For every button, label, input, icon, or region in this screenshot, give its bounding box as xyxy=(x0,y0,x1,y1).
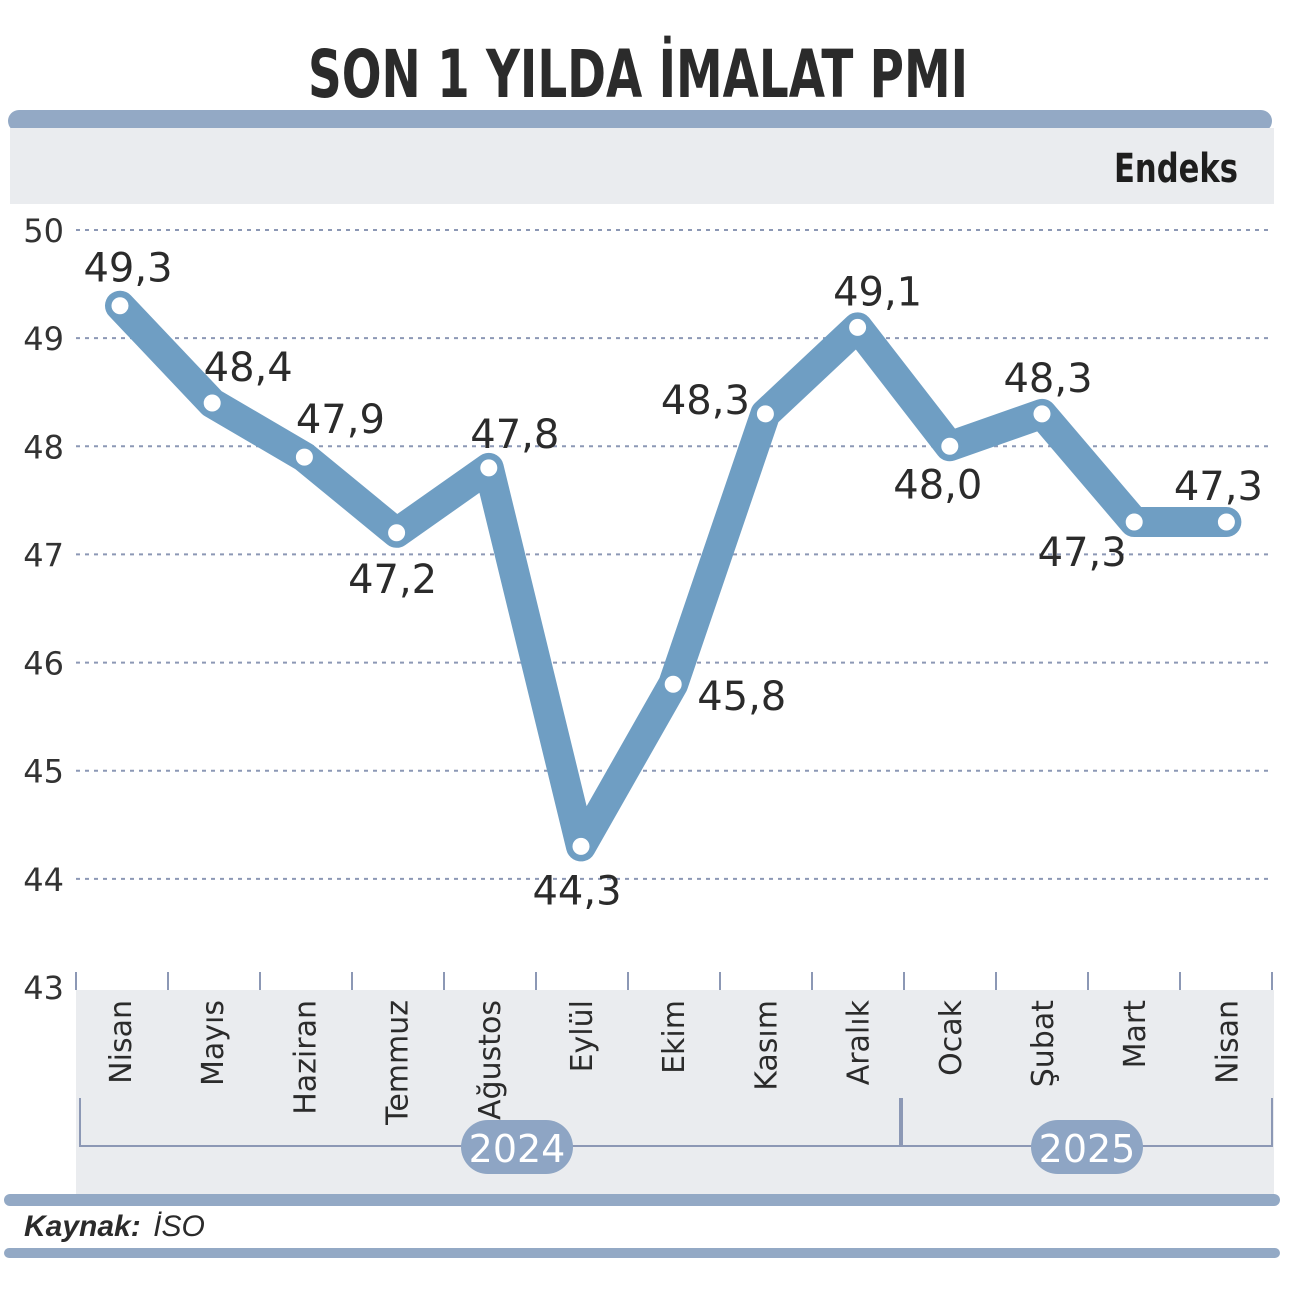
data-label: 47,3 xyxy=(1038,530,1127,576)
data-label: 48,3 xyxy=(661,378,750,424)
x-tick-label: Nisan xyxy=(104,1000,139,1084)
data-label: 48,4 xyxy=(204,345,293,391)
y-tick-label: 49 xyxy=(23,320,64,358)
x-tick-label: Ekim xyxy=(657,1000,692,1074)
year-brackets: 2024 2025 xyxy=(79,1098,1273,1174)
y-axis-ticks: 50 49 48 47 46 45 44 43 xyxy=(23,212,64,1007)
y-tick-label: 48 xyxy=(23,428,64,466)
y-tick-label: 46 xyxy=(23,645,64,683)
chart-title: SON 1 YILDA İMALAT PMI xyxy=(308,36,968,113)
data-label: 47,8 xyxy=(470,412,559,458)
x-tick-label: Eylül xyxy=(565,1000,600,1072)
data-label: 45,8 xyxy=(697,674,786,720)
y-tick-label: 45 xyxy=(23,753,64,791)
source-label: Kaynak: xyxy=(24,1210,141,1243)
year-label: 2024 xyxy=(469,1127,566,1171)
year-label: 2025 xyxy=(1039,1127,1136,1171)
data-point xyxy=(477,456,501,480)
top-bar xyxy=(8,110,1272,132)
data-point xyxy=(200,391,224,415)
data-label: 47,2 xyxy=(348,557,437,603)
data-point xyxy=(385,521,409,545)
data-point xyxy=(846,315,870,339)
source-line: Kaynak: İSO xyxy=(24,1210,205,1243)
x-tick-label: Mayıs xyxy=(196,1000,231,1086)
year-badge xyxy=(461,1120,573,1174)
data-point xyxy=(1030,402,1054,426)
data-point xyxy=(1122,510,1146,534)
x-tick-label: Temmuz xyxy=(381,1000,416,1126)
x-tick-label: Haziran xyxy=(288,1000,323,1115)
final-bar xyxy=(4,1248,1280,1258)
data-point xyxy=(292,445,316,469)
y-tick-label: 43 xyxy=(23,969,64,1007)
x-tick-label: Mart xyxy=(1118,1000,1153,1069)
source-value: İSO xyxy=(153,1210,205,1243)
data-label: 49,3 xyxy=(83,246,172,292)
x-axis-tick-marks xyxy=(75,972,1273,990)
data-label: 47,3 xyxy=(1174,464,1263,510)
data-label: 48,0 xyxy=(893,462,982,508)
y-tick-label: 50 xyxy=(23,212,64,250)
data-point xyxy=(938,434,962,458)
x-tick-label: Aralık xyxy=(842,999,877,1085)
data-point xyxy=(661,672,685,696)
data-point xyxy=(569,834,593,858)
x-tick-label: Kasım xyxy=(749,1000,784,1091)
y-tick-label: 44 xyxy=(23,861,64,899)
data-labels: 49,3 48,447,9 47,2 47,8 44,3 45,8 48,3 49,1 48,0… xyxy=(83,246,1262,915)
data-label: 49,1 xyxy=(833,269,922,315)
y-tick-label: 47 xyxy=(23,536,64,574)
data-label: 47,9 xyxy=(296,397,385,443)
header-panel xyxy=(10,128,1274,204)
x-tick-label: Ocak xyxy=(934,999,969,1075)
grid-lines xyxy=(76,229,1268,880)
bottom-bar xyxy=(4,1194,1280,1206)
year-badge xyxy=(1031,1120,1143,1174)
data-label: 44,3 xyxy=(532,868,621,914)
x-tick-label: Nisan xyxy=(1210,1000,1245,1084)
x-tick-label: Şubat xyxy=(1026,1000,1061,1087)
data-point xyxy=(753,402,777,426)
data-label: 48,3 xyxy=(1003,356,1092,402)
x-tick-label: Ağustos xyxy=(473,1000,508,1120)
data-point xyxy=(1214,510,1238,534)
y-unit-label: Endeks xyxy=(1114,146,1238,192)
x-axis-labels: Nisan Mayıs Haziran Temmuz Ağustos Eylül Ekim K… xyxy=(104,999,1245,1126)
data-points xyxy=(108,294,1238,858)
data-point xyxy=(108,294,132,318)
